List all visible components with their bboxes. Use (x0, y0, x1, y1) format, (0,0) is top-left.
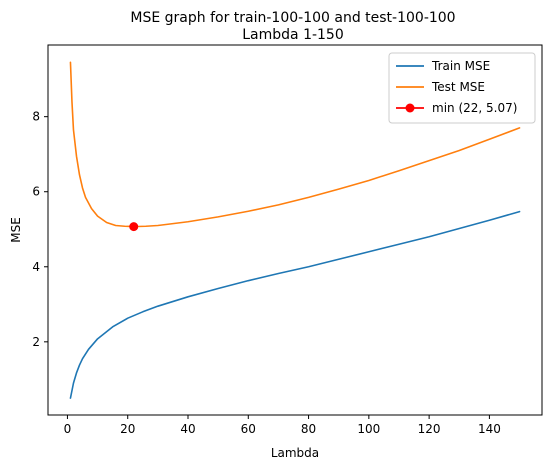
legend-train-label: Train MSE (431, 59, 490, 73)
chart-subtitle: Lambda 1-150 (242, 27, 344, 43)
x-tick-label: 60 (241, 422, 256, 436)
series-layer (69, 61, 521, 399)
x-tick-label: 140 (478, 422, 501, 436)
legend: Train MSE Test MSE min (22, 5.07) (388, 52, 536, 124)
legend-test-label: Test MSE (431, 80, 485, 94)
x-axis-label: Lambda (271, 446, 319, 460)
marker-layer (129, 222, 139, 232)
legend-min-dot (405, 103, 415, 113)
chart-title: MSE graph for train-100-100 and test-100… (130, 10, 455, 26)
x-tick-label: 20 (120, 422, 135, 436)
y-axis-label: MSE (9, 217, 23, 243)
y-axis: 2 4 6 8 (32, 110, 48, 349)
min-marker-point (129, 222, 139, 232)
plot-frame (47, 44, 543, 416)
x-tick-label: 100 (357, 422, 380, 436)
series-line-test-mse (69, 61, 521, 228)
y-tick-label: 2 (32, 335, 40, 349)
x-tick-label: 0 (64, 422, 72, 436)
x-tick-label: 120 (418, 422, 441, 436)
series-line-train-mse (69, 210, 521, 399)
y-tick-label: 4 (32, 260, 40, 274)
legend-min-label: min (22, 5.07) (432, 101, 517, 115)
legend-box (388, 52, 536, 124)
x-tick-label: 80 (301, 422, 316, 436)
y-tick-label: 6 (32, 185, 40, 199)
plot-area (47, 44, 543, 416)
y-tick-label: 8 (32, 110, 40, 124)
x-axis: 0 20 40 60 80 100 120 140 (64, 415, 501, 436)
x-tick-label: 40 (180, 422, 195, 436)
